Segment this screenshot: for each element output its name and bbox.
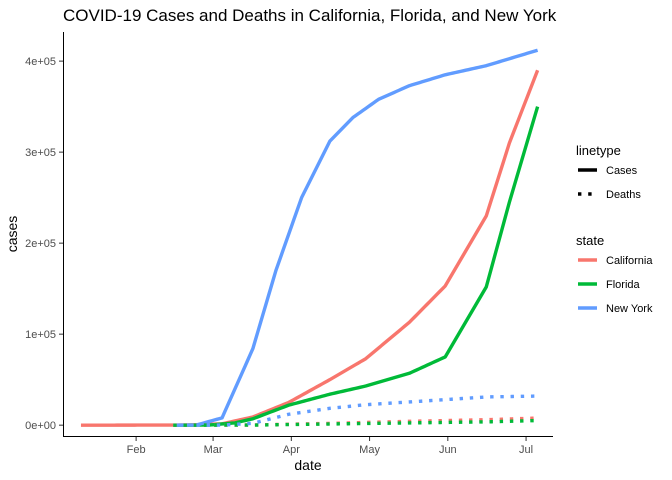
legend-label-california: California xyxy=(606,255,653,267)
x-tick-label: Apr xyxy=(283,444,300,456)
x-tick-label: May xyxy=(359,444,380,456)
y-ticks: 0e+00 1e+05 2e+05 3e+05 4e+05 xyxy=(25,56,63,432)
x-axis-title: date xyxy=(294,457,321,473)
legend-label-deaths: Deaths xyxy=(606,189,641,201)
plot-area: 0e+00 1e+05 2e+05 3e+05 4e+05 Feb Mar Apr May Ju… xyxy=(25,32,553,456)
series-new-york-deaths xyxy=(196,394,538,427)
x-tick-label: Jul xyxy=(519,444,533,456)
series-california-cases xyxy=(80,69,540,427)
legend-label-new-york: New York xyxy=(606,303,653,315)
y-tick-label: 3e+05 xyxy=(25,147,56,159)
legend-label-florida: Florida xyxy=(606,279,641,291)
y-tick-label: 1e+05 xyxy=(25,329,56,341)
x-tick-label: Mar xyxy=(204,444,223,456)
y-axis-title: cases xyxy=(4,216,20,253)
x-ticks: Feb Mar Apr May Jun Jul xyxy=(127,437,533,456)
series-lines xyxy=(80,48,540,427)
series-florida-cases xyxy=(173,106,540,427)
y-tick-label: 0e+00 xyxy=(25,420,56,432)
legend-title-state: state xyxy=(576,233,604,248)
series-new-york-cases xyxy=(173,48,539,427)
chart-title: COVID-19 Cases and Deaths in California,… xyxy=(63,6,557,25)
x-tick-label: Feb xyxy=(127,444,146,456)
y-tick-label: 2e+05 xyxy=(25,238,56,250)
x-tick-label: Jun xyxy=(439,444,457,456)
legend-title-linetype: linetype xyxy=(576,143,621,158)
y-tick-label: 4e+05 xyxy=(25,56,56,68)
legend-label-cases: Cases xyxy=(606,165,638,177)
